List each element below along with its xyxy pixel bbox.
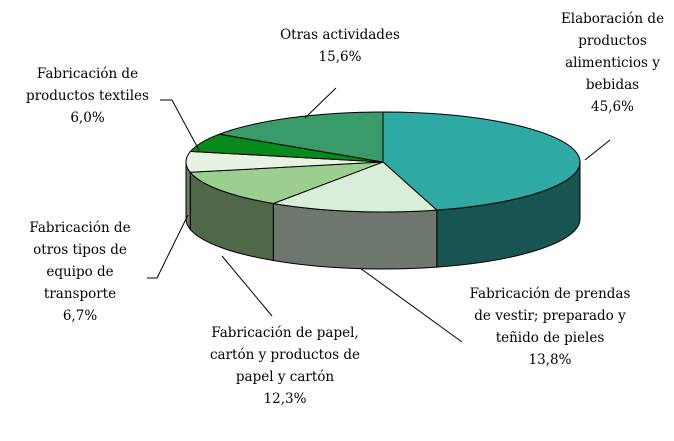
- value-label: 6,7%: [62, 308, 98, 324]
- value-label: 6,0%: [70, 110, 105, 126]
- leader-line: [147, 214, 189, 279]
- value-label: 13,8%: [528, 352, 572, 368]
- slice-label: Fabricación de papel, cartón y productos…: [200, 322, 370, 410]
- slice-label: Otras actividades 15,6%: [255, 24, 425, 68]
- leader-lines: [147, 87, 611, 343]
- slice-label: Fabricación de productos textiles 6,0%: [5, 63, 170, 129]
- leader-line: [160, 99, 201, 153]
- slice: [382, 111, 581, 211]
- leader-line: [359, 267, 463, 343]
- category-label: Otras actividades: [280, 27, 400, 43]
- category-label: Fabricación de papel, cartón y productos…: [209, 325, 361, 385]
- slice: [271, 161, 438, 213]
- category-label: Elaboración de productos alimenticios y …: [560, 11, 665, 93]
- leader-line: [221, 255, 273, 317]
- slice: [217, 111, 384, 163]
- value-label: 15,6%: [318, 49, 362, 65]
- leader-line: [304, 87, 337, 119]
- category-label: Fabricación de prendas de vestir; prepar…: [469, 286, 631, 346]
- slice-label: Fabricación de prendas de vestir; prepar…: [465, 283, 635, 371]
- leader-line: [584, 139, 611, 161]
- slice: [189, 161, 384, 205]
- category-label: Fabricación de otros tipos de equipo de …: [29, 220, 131, 302]
- value-label: 12,3%: [263, 391, 307, 407]
- slice-label: Elaboración de productos alimenticios y …: [545, 8, 674, 118]
- slice-side: [272, 202, 438, 270]
- slice-label: Fabricación de otros tipos de equipo de …: [10, 217, 150, 327]
- value-label: 45,6%: [591, 99, 634, 115]
- category-label: Fabricación de productos textiles: [26, 66, 149, 104]
